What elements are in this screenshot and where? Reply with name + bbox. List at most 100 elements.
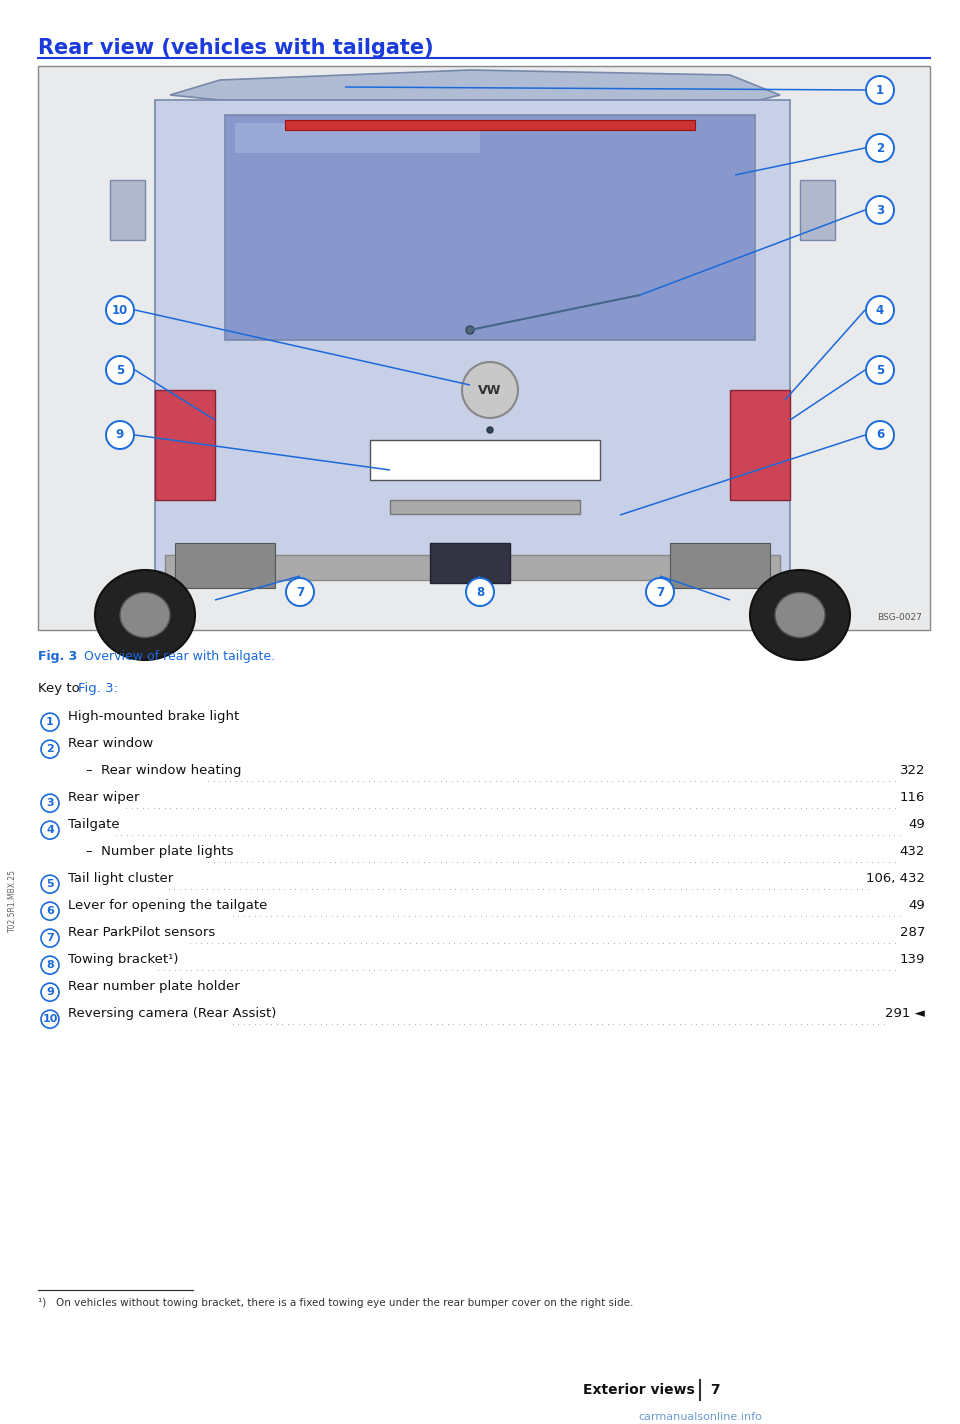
Text: .: . (379, 829, 382, 837)
Text: .: . (274, 964, 276, 973)
Text: .: . (451, 829, 454, 837)
Text: T02.5R1.MBX.25: T02.5R1.MBX.25 (8, 869, 16, 931)
Text: .: . (608, 937, 611, 946)
Text: .: . (573, 802, 576, 810)
Text: .: . (300, 883, 302, 891)
Text: .: . (712, 883, 715, 891)
Text: .: . (680, 883, 683, 891)
Text: .: . (401, 775, 403, 783)
Text: .: . (800, 802, 803, 810)
Text: .: . (634, 775, 636, 783)
Text: .: . (673, 937, 676, 946)
Text: .: . (164, 802, 167, 810)
Text: .: . (883, 1018, 886, 1027)
Text: .: . (888, 910, 891, 918)
Text: .: . (520, 883, 523, 891)
Text: .: . (789, 1018, 792, 1027)
Text: .: . (634, 856, 636, 864)
Text: 106, 432: 106, 432 (866, 871, 925, 884)
Text: .: . (463, 802, 466, 810)
Text: .: . (190, 964, 193, 973)
Text: .: . (338, 937, 341, 946)
Text: .: . (568, 910, 571, 918)
Text: .: . (866, 1018, 869, 1027)
Text: .: . (811, 937, 814, 946)
Text: .: . (214, 802, 217, 810)
Text: .: . (689, 829, 692, 837)
Text: Tailgate: Tailgate (68, 817, 120, 832)
Text: .: . (854, 802, 857, 810)
Text: .: . (685, 883, 688, 891)
Text: .: . (782, 964, 785, 973)
Text: .: . (502, 1018, 505, 1027)
Text: .: . (536, 937, 539, 946)
Text: .: . (606, 802, 609, 810)
Text: .: . (501, 829, 504, 837)
Text: .: . (320, 910, 323, 918)
Text: .: . (334, 775, 337, 783)
Text: .: . (547, 937, 550, 946)
Text: .: . (324, 856, 326, 864)
Text: Rear wiper: Rear wiper (68, 790, 139, 805)
Text: .: . (657, 910, 660, 918)
Text: .: . (650, 775, 653, 783)
Text: .: . (612, 964, 614, 973)
Text: .: . (606, 829, 609, 837)
Text: .: . (292, 910, 295, 918)
Text: .: . (894, 775, 897, 783)
Text: .: . (534, 802, 537, 810)
Text: .: . (684, 937, 687, 946)
Text: .: . (428, 964, 431, 973)
Text: .: . (406, 964, 409, 973)
Text: .: . (684, 775, 686, 783)
Text: .: . (195, 937, 198, 946)
Text: .: . (443, 883, 445, 891)
Text: .: . (618, 937, 621, 946)
Text: 10: 10 (42, 1014, 58, 1024)
Bar (175, 543, 275, 588)
Text: .: . (429, 802, 432, 810)
Text: .: . (419, 802, 421, 810)
Text: .: . (844, 937, 847, 946)
Text: .: . (744, 910, 747, 918)
Text: .: . (529, 829, 532, 837)
Text: .: . (783, 937, 786, 946)
Text: .: . (678, 856, 681, 864)
Text: .: . (535, 829, 538, 837)
Text: .: . (630, 883, 633, 891)
Text: .: . (788, 856, 791, 864)
Text: .: . (364, 910, 367, 918)
Text: .: . (260, 937, 263, 946)
Text: .: . (385, 829, 388, 837)
Text: .: . (564, 937, 566, 946)
Text: .: . (247, 829, 250, 837)
Text: .: . (313, 802, 316, 810)
Text: .: . (854, 856, 857, 864)
Text: .: . (544, 775, 547, 783)
Text: .: . (357, 802, 360, 810)
Text: .: . (645, 910, 648, 918)
Text: .: . (760, 964, 763, 973)
Text: .: . (772, 964, 775, 973)
Text: .: . (230, 829, 233, 837)
Text: .: . (396, 856, 398, 864)
Text: .: . (700, 964, 703, 973)
Text: .: . (407, 829, 410, 837)
Text: .: . (603, 883, 606, 891)
Text: .: . (208, 802, 211, 810)
Text: .: . (644, 775, 647, 783)
Text: .: . (876, 856, 879, 864)
Text: .: . (339, 883, 342, 891)
Text: .: . (778, 829, 780, 837)
Text: .: . (241, 802, 244, 810)
Text: .: . (265, 1018, 268, 1027)
Text: .: . (694, 802, 697, 810)
Text: .: . (690, 937, 693, 946)
Text: .: . (369, 802, 372, 810)
Text: .: . (888, 856, 891, 864)
Text: .: . (606, 964, 609, 973)
Text: .: . (701, 910, 704, 918)
Text: .: . (600, 775, 603, 783)
Bar (38, 66, 930, 629)
Text: .: . (265, 910, 268, 918)
